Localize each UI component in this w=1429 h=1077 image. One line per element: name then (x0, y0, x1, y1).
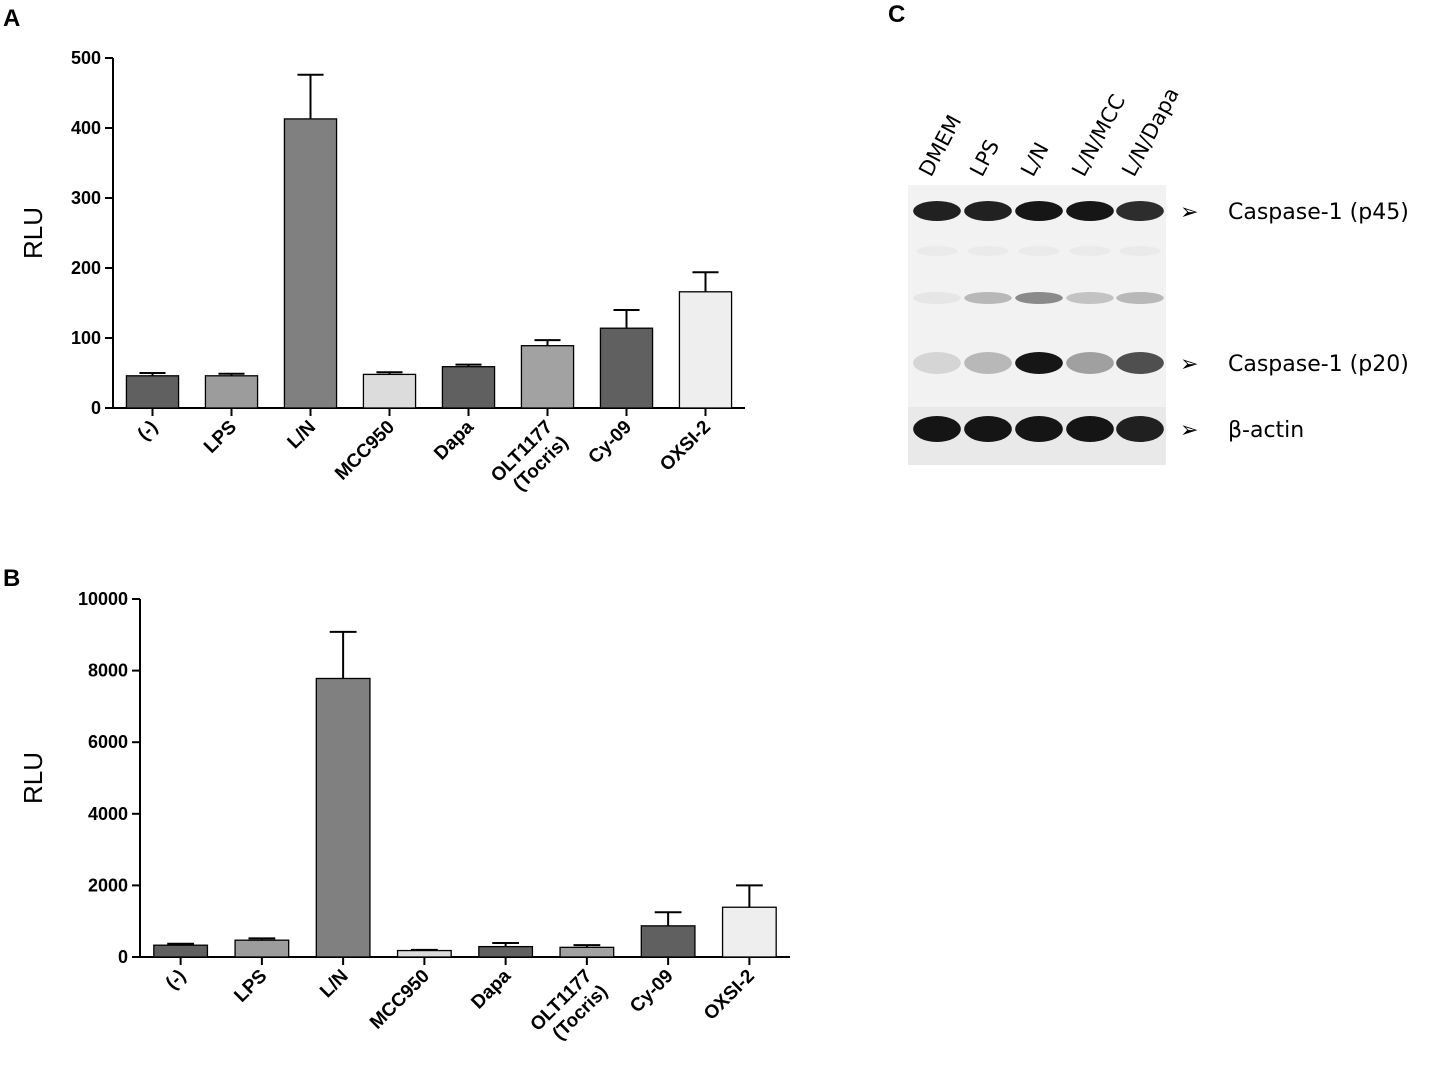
bar (125, 375, 180, 409)
y-axis-title: RLU (18, 752, 48, 804)
blot-band (1015, 352, 1063, 374)
y-tick-label: 0 (91, 398, 101, 418)
blot-band-faint (916, 246, 958, 256)
y-tick-label: 500 (71, 48, 101, 68)
blot-band (964, 416, 1012, 442)
band-label: β-actin (1228, 418, 1304, 443)
category-label: LPS (230, 966, 271, 1007)
blot-band (913, 201, 961, 221)
category-label: OLT1177(Tocris) (527, 966, 612, 1051)
blot-band (1116, 201, 1164, 221)
blot-band (1015, 201, 1063, 221)
blot-band (1116, 416, 1164, 442)
y-tick-label: 6000 (88, 732, 128, 752)
category-label: OXSI-2 (700, 966, 759, 1025)
y-tick-label: 10000 (78, 589, 128, 609)
blot-band-faint (1119, 246, 1161, 256)
category-label: Dapa (430, 416, 478, 464)
blot-band (964, 352, 1012, 374)
category-label: (-) (134, 417, 162, 445)
category-label: L/N (316, 966, 352, 1002)
lane-label: LPS (965, 136, 1004, 181)
y-tick-label: 4000 (88, 804, 128, 824)
y-tick-label: 8000 (88, 661, 128, 681)
bar (640, 925, 696, 958)
blot-band (1066, 292, 1114, 304)
bar (396, 949, 452, 958)
western-blot: ➢ Caspase-1 (p45) ➢ Caspase-1 (p20) ➢ β-actin… (908, 84, 1409, 465)
category-label: (-) (162, 966, 190, 994)
bar (283, 118, 338, 409)
band-arrow-icon: ➢ (1180, 418, 1198, 443)
y-axis-title: RLU (18, 207, 48, 259)
band-arrow-icon: ➢ (1180, 200, 1198, 225)
blot-band-faint (1069, 246, 1111, 256)
category-label: OLT1177(Tocris) (487, 417, 572, 502)
panel-letter-b: B (3, 565, 20, 592)
category-label: MCC950 (366, 966, 434, 1034)
category-label: OXSI-2 (656, 417, 715, 476)
blot-band (1116, 352, 1164, 374)
blot-band (1015, 292, 1063, 304)
y-tick-label: 200 (71, 258, 101, 278)
bar (204, 375, 259, 409)
lane-label: DMEM (914, 111, 966, 180)
band-label: Caspase-1 (p20) (1228, 352, 1409, 377)
category-label: LPS (200, 417, 241, 458)
lane-label: L/N (1016, 139, 1053, 181)
bar (362, 373, 417, 409)
bar (441, 366, 496, 409)
category-label: MCC950 (331, 417, 399, 485)
category-label: Cy-09 (626, 966, 677, 1017)
bar (559, 946, 615, 958)
bar (315, 677, 371, 958)
bar (678, 291, 733, 409)
blot-band (964, 201, 1012, 221)
category-label: L/N (284, 417, 320, 453)
bar (234, 939, 290, 958)
band-arrow-icon: ➢ (1180, 352, 1198, 377)
panel-letter-a: A (3, 5, 20, 32)
bar (721, 906, 777, 958)
bar (153, 944, 209, 958)
bar (599, 327, 654, 409)
category-label: Cy-09 (585, 417, 636, 468)
y-tick-label: 400 (71, 118, 101, 138)
blot-band-faint (967, 246, 1009, 256)
blot-band-faint (1018, 246, 1060, 256)
panel-letter-c: C (888, 1, 905, 28)
blot-band (913, 292, 961, 304)
blot-band (1015, 416, 1063, 442)
blot-band (1066, 416, 1114, 442)
chart-b: 0 2000 4000 6000 8000 10000 RLU (-) LPS L/N MCC950… (18, 589, 790, 1051)
lane-label: L/N/Dapa (1117, 84, 1184, 181)
bar (478, 945, 534, 958)
blot-band (1066, 201, 1114, 221)
blot-band (964, 292, 1012, 304)
blot-band (1066, 352, 1114, 374)
y-tick-label: 300 (71, 188, 101, 208)
band-label: Caspase-1 (p45) (1228, 200, 1409, 225)
y-tick-label: 0 (118, 947, 128, 967)
category-label: Dapa (467, 965, 515, 1013)
chart-a: 0 100 200 300 400 500 RLU (-) LPS L/N MCC950 Dapa OL… (18, 48, 745, 502)
blot-band (913, 416, 961, 442)
blot-band (913, 352, 961, 374)
y-tick-label: 100 (71, 328, 101, 348)
blot-band (1116, 292, 1164, 304)
bar (520, 345, 575, 409)
y-tick-label: 2000 (88, 875, 128, 895)
